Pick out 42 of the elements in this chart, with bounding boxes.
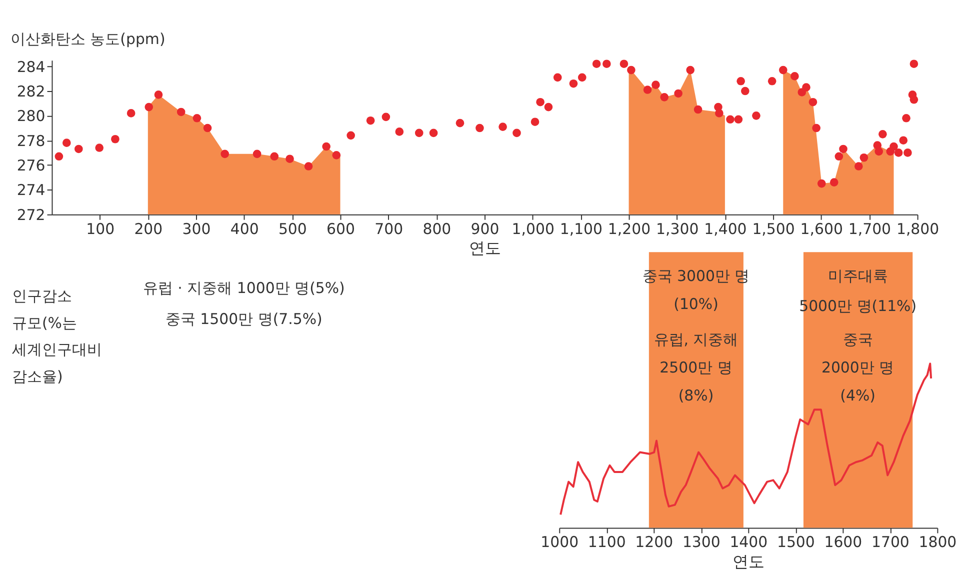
- x-tick-label: 200: [134, 220, 163, 238]
- x-tick-label: 800: [422, 220, 452, 238]
- x-tick-label: 1,100: [560, 220, 603, 238]
- x-tick-label: 1300: [682, 533, 720, 552]
- x-tick-label: 1,300: [656, 220, 699, 238]
- x-tick-label: 1200: [635, 533, 674, 552]
- x-tick-label: 300: [182, 220, 211, 238]
- y-tick-label: 284: [16, 58, 46, 76]
- x-tick-label: 700: [374, 220, 404, 238]
- x-tick-label: 500: [278, 220, 307, 238]
- x-tick-label: 1,200: [608, 220, 651, 238]
- y-tick-label: 276: [16, 156, 46, 174]
- x-tick-label: 900: [470, 220, 500, 238]
- text: 인구감소 규모(%는 세계인구대비 감소율): [12, 286, 102, 386]
- x-tick-label: 1,500: [752, 220, 795, 238]
- annotation: 유럽, 지중해 2500만 명 (8%): [654, 330, 738, 404]
- y-tick-label: 274: [16, 181, 46, 200]
- x-tick-label: 600: [326, 220, 355, 238]
- text: 중국 1500만 명(7.5%): [165, 310, 322, 328]
- x-tick-label: 1,800: [896, 220, 940, 238]
- x-tick-label: 1,000: [512, 220, 554, 238]
- x-tick-label: 1600: [824, 533, 862, 552]
- x-tick-label: 1,400: [704, 220, 747, 238]
- y-tick-label: 282: [16, 82, 46, 100]
- x-tick-label: 1100: [588, 533, 626, 552]
- x-tick-label: 1,600: [800, 220, 843, 238]
- x-tick-label: 1400: [730, 533, 768, 552]
- y-axis-title: 이산화탄소 농도(ppm): [10, 30, 166, 48]
- y-tick-label: 278: [16, 132, 46, 150]
- x-axis-title: 연도: [469, 238, 502, 258]
- x-tick-label: 1700: [871, 533, 910, 552]
- x-tick-label: 1,700: [848, 220, 892, 238]
- x-axis-title: 연도: [732, 552, 765, 572]
- text: 유럽 · 지중해 1000만 명(5%): [142, 278, 345, 297]
- annotation: 중국 2000만 명 (4%): [821, 330, 894, 404]
- y-tick-label: 272: [16, 206, 46, 224]
- x-tick-label: 100: [86, 220, 115, 238]
- x-tick-label: 1500: [776, 533, 815, 552]
- x-tick-label: 400: [230, 220, 259, 238]
- x-tick-label: 1000: [540, 533, 579, 552]
- y-tick-label: 280: [16, 107, 46, 126]
- x-tick-label: 1800: [918, 533, 957, 552]
